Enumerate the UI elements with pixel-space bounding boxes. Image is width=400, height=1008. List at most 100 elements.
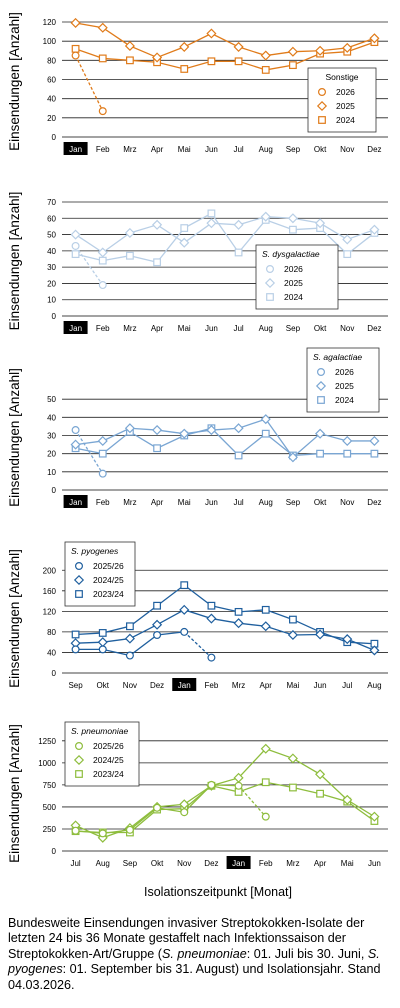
data-point xyxy=(260,414,271,425)
legend-marker xyxy=(73,574,85,586)
data-point xyxy=(261,778,270,787)
data-point xyxy=(97,435,108,446)
y-tick-label: 0 xyxy=(52,669,57,678)
x-tick-label: Mrz xyxy=(232,681,245,690)
legend-marker xyxy=(318,116,326,124)
y-tick-label: 10 xyxy=(47,468,56,477)
data-point xyxy=(153,444,161,453)
x-tick-label: Feb xyxy=(96,324,110,333)
x-tick-label: Jan xyxy=(69,324,82,333)
legend-marker xyxy=(317,396,325,404)
data-point xyxy=(179,41,190,52)
data-point xyxy=(126,56,134,65)
data-point xyxy=(98,256,107,265)
data-point xyxy=(342,794,353,805)
data-point xyxy=(98,449,107,458)
data-point xyxy=(207,780,216,789)
legend-marker xyxy=(75,590,83,598)
data-point xyxy=(98,107,107,116)
data-point xyxy=(261,429,270,438)
data-point xyxy=(124,633,135,644)
y-axis-title: Einsendungen [Anzahl] xyxy=(7,549,22,688)
y-tick-label: 10 xyxy=(47,296,56,305)
x-tick-label: Jun xyxy=(205,324,218,333)
y-tick-label: 40 xyxy=(47,95,56,104)
data-point xyxy=(287,452,298,463)
data-point xyxy=(287,629,298,641)
data-point xyxy=(289,61,297,70)
data-point xyxy=(71,44,80,53)
data-point xyxy=(179,604,190,615)
data-point xyxy=(233,618,244,629)
x-tick-label: Jul xyxy=(233,324,243,333)
x-tick-label: Jan xyxy=(232,859,245,868)
x-tick-label: Mrz xyxy=(286,859,299,868)
y-tick-label: 200 xyxy=(43,566,57,575)
x-tick-label: Feb xyxy=(259,859,273,868)
x-tick-label: Jan xyxy=(178,681,191,690)
legend-title: S. dysgalactiae xyxy=(262,249,320,259)
x-tick-label: Mai xyxy=(286,681,299,690)
series-line xyxy=(75,41,375,71)
chart-panel-s-dysgalactiae: 0 10 20 30 40 50 60 70 Einsendungen [Anzahl] Jan F… xyxy=(7,192,388,334)
y-tick-label: 1000 xyxy=(38,759,56,768)
data-point xyxy=(260,50,271,61)
data-point xyxy=(179,428,190,439)
series-line-current-dashed xyxy=(75,429,104,474)
data-point xyxy=(180,224,189,232)
data-point xyxy=(260,743,271,754)
series-line xyxy=(75,22,375,59)
data-point xyxy=(370,449,379,458)
y-axis-title: Einsendungen [Anzahl] xyxy=(7,724,22,863)
legend-label: 2025 xyxy=(335,381,354,391)
legend-label: 2025/26 xyxy=(93,741,124,751)
data-point xyxy=(315,428,326,439)
caption-part-3: : 01. September bis 31. August) und Isol… xyxy=(8,962,381,992)
data-point xyxy=(369,33,380,44)
legend-label: 2023/24 xyxy=(93,589,124,599)
caption-part-2: : 01. Juli bis 30. Juni, xyxy=(246,946,368,961)
series-line xyxy=(75,584,375,645)
x-tick-label: Jun xyxy=(368,859,381,868)
data-point xyxy=(71,826,80,835)
data-point xyxy=(98,645,107,654)
x-tick-label: Okt xyxy=(97,681,110,690)
data-point xyxy=(316,789,324,798)
series-line-current-dashed xyxy=(238,785,267,818)
data-point xyxy=(289,783,297,792)
x-tick-label: Dez xyxy=(150,681,164,690)
legend-marker xyxy=(74,741,83,750)
legend-marker xyxy=(318,87,327,96)
legend-label: 2024/25 xyxy=(93,755,124,765)
data-point xyxy=(343,449,352,458)
data-point xyxy=(180,65,189,73)
x-tick-label: Jul xyxy=(342,681,352,690)
data-point xyxy=(152,219,163,230)
x-tick-label: Nov xyxy=(340,145,354,154)
figure-caption: Bundesweite Einsendungen invasiver Strep… xyxy=(8,916,394,993)
legend-label: 2026 xyxy=(336,87,355,97)
y-tick-label: 50 xyxy=(47,231,56,240)
x-tick-label: Jul xyxy=(70,859,80,868)
data-point xyxy=(98,469,107,478)
legend-title: S. pyogenes xyxy=(71,546,119,556)
data-point xyxy=(71,426,80,435)
y-tick-label: 0 xyxy=(52,133,57,142)
y-tick-label: 40 xyxy=(47,247,56,256)
data-point xyxy=(316,449,324,458)
chart-panel-s-pyogenes: 0 40 80 120 160 200 Einsendungen [Anzahl] Sep Ok… xyxy=(7,541,388,691)
data-point xyxy=(179,237,190,248)
x-tick-highlight xyxy=(63,321,88,334)
data-point xyxy=(97,22,108,33)
x-tick-label: Aug xyxy=(96,859,110,868)
x-tick-label: Mrz xyxy=(123,498,136,507)
x-tick-highlight xyxy=(63,142,88,155)
data-point xyxy=(71,630,80,639)
x-tick-label: Jan xyxy=(69,145,82,154)
data-point xyxy=(343,250,352,259)
x-tick-label: Mai xyxy=(178,498,191,507)
data-point xyxy=(98,281,107,290)
series-line xyxy=(75,609,375,652)
x-tick-label: Feb xyxy=(96,145,110,154)
y-tick-label: 40 xyxy=(47,413,56,422)
